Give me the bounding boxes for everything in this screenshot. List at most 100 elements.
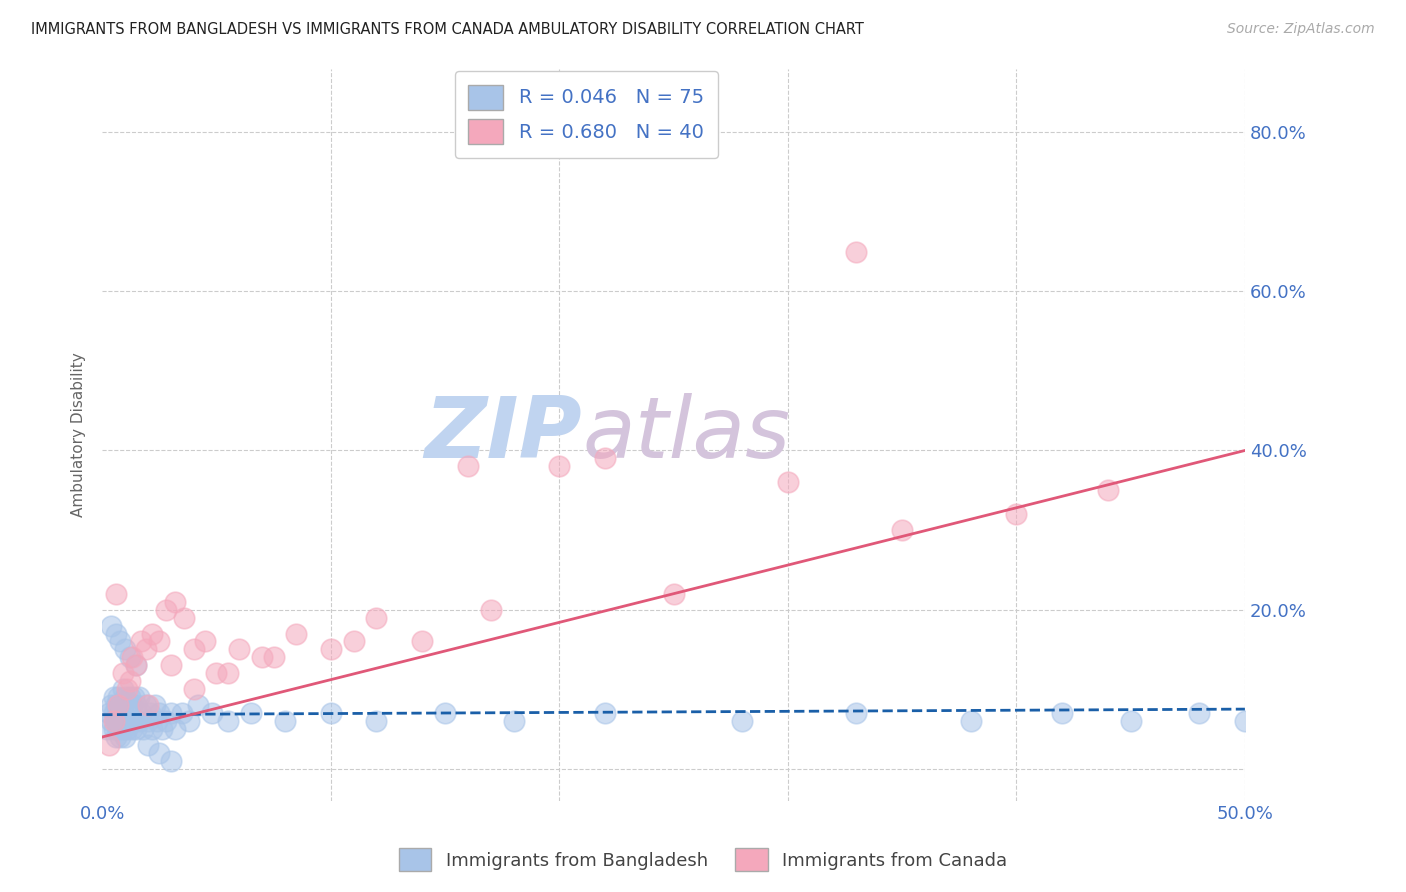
Point [103, 706, 125, 720]
Point [593, 451, 616, 466]
Text: IMMIGRANTS FROM BANGLADESH VS IMMIGRANTS FROM CANADA AMBULATORY DISABILITY CORRE: IMMIGRANTS FROM BANGLADESH VS IMMIGRANTS… [31, 22, 863, 37]
Text: ZIP: ZIP [425, 393, 582, 476]
Point [118, 690, 141, 705]
Point [121, 722, 143, 736]
Point [104, 587, 127, 601]
Point [132, 722, 155, 736]
Text: Source: ZipAtlas.com: Source: ZipAtlas.com [1227, 22, 1375, 37]
Point [1005, 507, 1028, 521]
Point [201, 706, 224, 720]
Point [1233, 714, 1256, 728]
Point [103, 722, 125, 736]
Point [122, 690, 145, 705]
Point [114, 690, 136, 705]
Point [125, 658, 148, 673]
Point [110, 714, 132, 728]
Point [96, 722, 118, 736]
Point [366, 610, 388, 624]
Point [136, 698, 159, 713]
Point [183, 642, 205, 657]
Point [1188, 706, 1211, 720]
Point [845, 706, 868, 720]
Point [731, 714, 754, 728]
Point [342, 634, 364, 648]
Point [100, 698, 122, 713]
Point [98, 738, 121, 752]
Legend: Immigrants from Bangladesh, Immigrants from Canada: Immigrants from Bangladesh, Immigrants f… [392, 841, 1014, 879]
Point [136, 738, 159, 752]
Point [121, 650, 143, 665]
Legend: R = 0.046   N = 75, R = 0.680   N = 40: R = 0.046 N = 75, R = 0.680 N = 40 [454, 71, 717, 158]
Point [263, 650, 285, 665]
Point [457, 459, 479, 474]
Point [319, 706, 342, 720]
Point [143, 698, 166, 713]
Point [117, 682, 139, 697]
Point [150, 722, 173, 736]
Point [155, 714, 177, 728]
Point [111, 666, 134, 681]
Point [117, 698, 139, 713]
Point [239, 706, 262, 720]
Point [479, 602, 502, 616]
Point [148, 746, 170, 760]
Point [593, 706, 616, 720]
Point [187, 698, 209, 713]
Point [111, 722, 134, 736]
Point [128, 714, 150, 728]
Point [98, 706, 121, 720]
Point [434, 706, 457, 720]
Point [135, 698, 157, 713]
Point [111, 706, 134, 720]
Point [122, 714, 145, 728]
Point [183, 682, 205, 697]
Point [1097, 483, 1119, 498]
Point [107, 690, 129, 705]
Point [148, 706, 170, 720]
Point [104, 626, 127, 640]
Point [107, 722, 129, 736]
Point [107, 698, 129, 713]
Point [194, 634, 217, 648]
Point [285, 626, 308, 640]
Point [250, 650, 273, 665]
Point [110, 698, 132, 713]
Point [125, 722, 148, 736]
Point [117, 722, 139, 736]
Point [135, 642, 157, 657]
Point [114, 714, 136, 728]
Point [118, 650, 141, 665]
Point [118, 714, 141, 728]
Point [129, 634, 152, 648]
Point [959, 714, 981, 728]
Point [114, 730, 136, 744]
Point [146, 714, 169, 728]
Point [103, 714, 125, 728]
Point [110, 634, 132, 648]
Point [125, 698, 148, 713]
Point [104, 698, 127, 713]
Point [228, 642, 250, 657]
Point [172, 706, 194, 720]
Point [103, 690, 125, 705]
Point [100, 618, 122, 632]
Point [125, 658, 148, 673]
Point [118, 674, 141, 689]
Point [110, 730, 132, 744]
Point [274, 714, 297, 728]
Point [148, 634, 170, 648]
Point [662, 587, 685, 601]
Point [111, 682, 134, 697]
Point [548, 459, 571, 474]
Point [128, 690, 150, 705]
Point [217, 714, 239, 728]
Point [107, 706, 129, 720]
Text: atlas: atlas [582, 393, 790, 476]
Point [104, 730, 127, 744]
Point [141, 626, 163, 640]
Point [165, 722, 187, 736]
Point [366, 714, 388, 728]
Point [100, 714, 122, 728]
Point [1050, 706, 1073, 720]
Point [205, 666, 228, 681]
